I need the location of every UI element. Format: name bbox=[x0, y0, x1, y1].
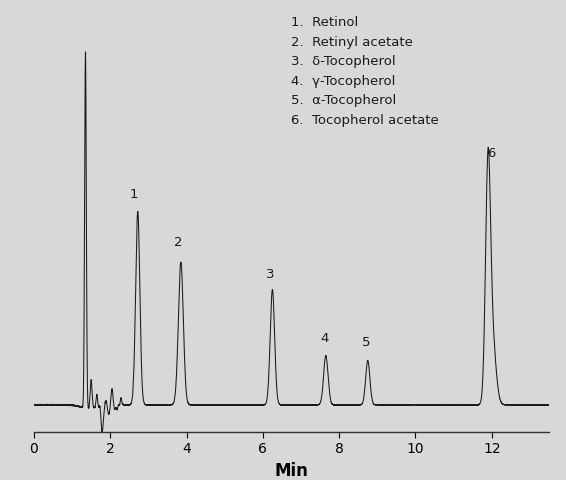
Text: 3: 3 bbox=[265, 268, 274, 281]
Text: 1.  Retinol
2.  Retinyl acetate
3.  δ-Tocopherol
4.  γ-Tocopherol
5.  α-Tocopher: 1. Retinol 2. Retinyl acetate 3. δ-Tocop… bbox=[291, 16, 439, 127]
Text: 5: 5 bbox=[362, 336, 371, 349]
X-axis label: Min: Min bbox=[275, 462, 308, 480]
Text: 1: 1 bbox=[130, 188, 138, 201]
Text: 2: 2 bbox=[174, 236, 182, 249]
Text: 4: 4 bbox=[320, 333, 329, 346]
Text: 6: 6 bbox=[487, 147, 495, 160]
